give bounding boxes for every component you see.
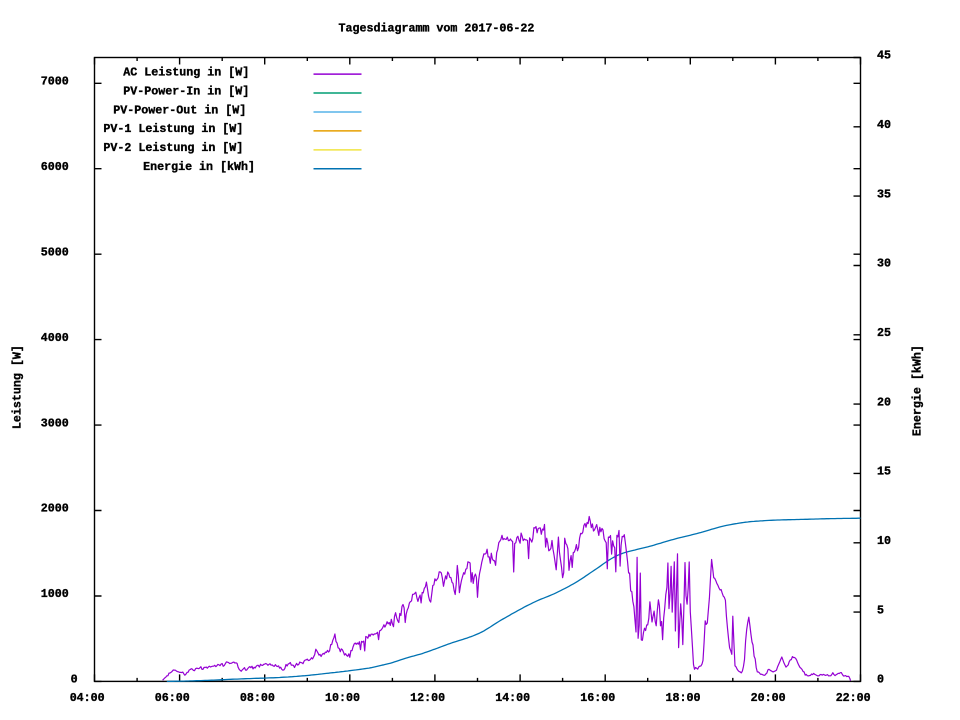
svg-text:20: 20: [877, 395, 891, 409]
svg-text:PV-1 Leistung in [W]: PV-1 Leistung in [W]: [103, 122, 243, 136]
svg-text:10:00: 10:00: [325, 691, 360, 705]
svg-text:22:00: 22:00: [836, 691, 871, 705]
svg-text:1000: 1000: [41, 587, 69, 601]
svg-text:0: 0: [877, 673, 884, 687]
svg-text:6000: 6000: [41, 160, 69, 174]
svg-text:14:00: 14:00: [495, 691, 530, 705]
svg-text:30: 30: [877, 257, 891, 271]
svg-text:15: 15: [877, 465, 891, 479]
svg-text:5000: 5000: [41, 245, 69, 259]
svg-text:40: 40: [877, 118, 891, 132]
svg-text:12:00: 12:00: [410, 691, 445, 705]
svg-text:PV-Power-Out in [W]: PV-Power-Out in [W]: [113, 103, 246, 117]
svg-text:2000: 2000: [41, 502, 69, 516]
svg-text:0: 0: [71, 673, 78, 687]
svg-text:PV-Power-In in [W]: PV-Power-In in [W]: [123, 84, 249, 98]
svg-text:04:00: 04:00: [70, 691, 105, 705]
svg-text:25: 25: [877, 326, 891, 340]
svg-text:Leistung [W]: Leistung [W]: [11, 345, 25, 429]
svg-text:5: 5: [877, 603, 884, 617]
svg-text:10: 10: [877, 534, 891, 548]
svg-text:PV-2 Leistung in [W]: PV-2 Leistung in [W]: [103, 141, 243, 155]
svg-text:35: 35: [877, 187, 891, 201]
svg-text:Energie [kWh]: Energie [kWh]: [911, 345, 925, 436]
svg-text:45: 45: [877, 49, 891, 63]
svg-text:18:00: 18:00: [666, 691, 701, 705]
svg-text:20:00: 20:00: [751, 691, 786, 705]
svg-text:Tagesdiagramm vom 2017-06-22: Tagesdiagramm vom 2017-06-22: [339, 21, 535, 35]
svg-text:3000: 3000: [41, 416, 69, 430]
svg-text:4000: 4000: [41, 331, 69, 345]
svg-text:7000: 7000: [41, 75, 69, 89]
svg-text:AC Leistung in [W]: AC Leistung in [W]: [123, 65, 249, 79]
svg-text:16:00: 16:00: [580, 691, 615, 705]
svg-text:Energie in [kWh]: Energie in [kWh]: [143, 160, 255, 174]
svg-text:08:00: 08:00: [240, 691, 275, 705]
svg-text:06:00: 06:00: [155, 691, 190, 705]
